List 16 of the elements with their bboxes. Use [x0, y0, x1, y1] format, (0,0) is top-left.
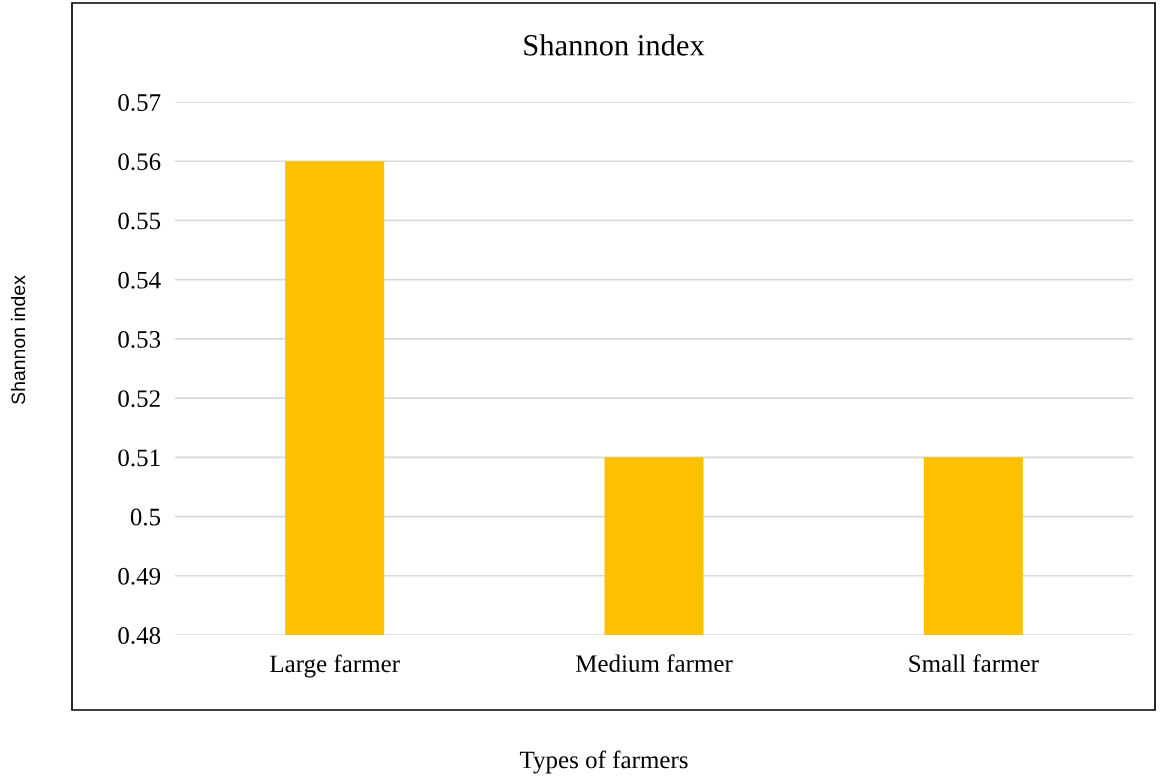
y-tick-label: 0.54 — [118, 271, 161, 289]
y-tick-label: 0.51 — [118, 449, 160, 467]
y-tick-label: 0.55 — [118, 212, 161, 230]
x-tick-label: Medium farmer — [575, 654, 733, 673]
y-tick-label: 0.57 — [118, 94, 161, 112]
y-tick-label: 0.56 — [118, 153, 161, 171]
x-tick-label: Small farmer — [909, 654, 1039, 673]
y-tick-label: 0.49 — [118, 567, 161, 585]
chart-title: Shannon index — [524, 34, 705, 56]
x-tick-label: Large farmer — [270, 654, 400, 678]
x-axis-title: Types of farmers — [519, 750, 688, 774]
y-tick-label: 0.53 — [118, 330, 161, 348]
y-tick-label: 0.48 — [118, 627, 161, 645]
y-tick-label: 0.52 — [118, 390, 160, 408]
y-tick-label: 0.5 — [130, 508, 161, 526]
y-axis-title: Shannon index — [10, 275, 26, 404]
